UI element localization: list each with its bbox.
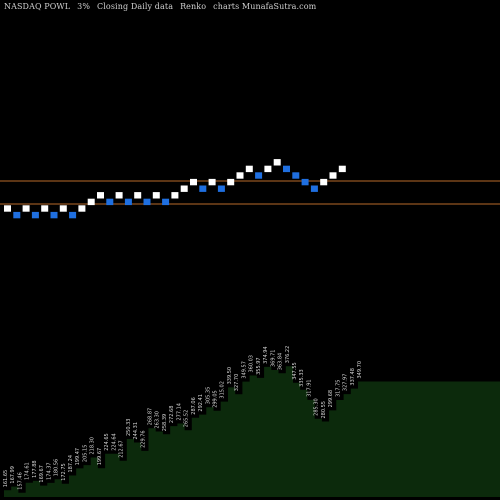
source-label: charts MunafaSutra.com — [213, 2, 317, 11]
price-label: 272.68 — [169, 406, 175, 424]
price-label: 265.52 — [184, 410, 190, 428]
renko-brick-down — [13, 211, 21, 219]
price-label: 174.61 — [25, 462, 31, 480]
renko-brick-up — [236, 172, 244, 179]
renko-brick-down — [301, 178, 309, 186]
renko-brick-down — [106, 198, 114, 206]
renko-brick-up — [152, 192, 160, 199]
reference-lines — [0, 180, 500, 205]
price-label: 327.70 — [234, 374, 240, 392]
price-label: 317.75 — [335, 380, 341, 398]
price-label: 205.15 — [83, 445, 89, 463]
price-label: 360.03 — [249, 355, 255, 373]
renko-brick-down — [310, 185, 318, 192]
renko-brick-up — [171, 192, 179, 199]
price-area-fill — [4, 366, 500, 497]
renko-brick-down — [162, 198, 170, 206]
price-label: 376.22 — [285, 346, 291, 364]
price-label: 355.97 — [256, 357, 262, 375]
renko-brick-up — [87, 198, 95, 206]
renko-brick-up — [22, 205, 30, 212]
renko-brick-down — [292, 172, 300, 179]
price-label: 180.56 — [54, 459, 60, 477]
renko-bricks — [4, 159, 346, 219]
price-label: 374.94 — [263, 346, 269, 364]
renko-brick-down — [31, 211, 39, 219]
renko-brick-up — [245, 165, 253, 173]
price-label: 305.35 — [205, 387, 211, 405]
price-label: 285.30 — [314, 398, 320, 416]
price-label: 263.30 — [155, 411, 161, 429]
price-label: 292.41 — [198, 394, 204, 412]
renko-brick-up — [115, 192, 123, 199]
price-label: 167.99 — [10, 466, 16, 484]
price-label: 177.88 — [32, 460, 38, 478]
ticker-label: NASDAQ POWL — [4, 2, 71, 11]
renko-brick-up — [320, 178, 328, 186]
price-label: 224.65 — [104, 433, 110, 451]
renko-brick-up — [264, 165, 272, 173]
price-label: 169.67 — [39, 465, 45, 483]
price-label: 347.55 — [292, 362, 298, 380]
price-label: 335.33 — [299, 369, 305, 387]
price-label: 258.39 — [162, 414, 168, 432]
price-label: 187.24 — [68, 455, 74, 473]
renko-brick-down — [217, 185, 225, 192]
renko-brick-down — [199, 185, 207, 192]
price-label: 244.31 — [133, 422, 139, 440]
price-label: 327.97 — [343, 374, 349, 392]
renko-brick-down — [124, 198, 132, 206]
renko-brick-down — [143, 198, 151, 206]
price-label: 363.84 — [278, 353, 284, 371]
price-label: 277.14 — [176, 403, 182, 421]
box-size-label: 3% — [77, 2, 91, 11]
renko-brick-up — [227, 178, 235, 186]
price-label: 317.91 — [306, 379, 312, 397]
price-label: 337.48 — [350, 368, 356, 386]
price-label: 218.30 — [90, 437, 96, 455]
price-label: 268.87 — [148, 408, 154, 426]
price-label: 250.33 — [126, 419, 132, 437]
renko-brick-up — [190, 178, 197, 186]
renko-brick-down — [69, 211, 77, 219]
price-label: 199.67 — [97, 448, 103, 466]
renko-brick-up — [338, 165, 346, 173]
price-label: 299.68 — [328, 390, 334, 408]
price-label: 339.50 — [227, 367, 233, 385]
price-label: 287.06 — [191, 397, 197, 415]
renko-brick-up — [97, 192, 104, 199]
price-label: 161.65 — [3, 470, 9, 488]
renko-brick-up — [134, 192, 142, 199]
renko-brick-up — [208, 178, 216, 186]
renko-brick-up — [78, 205, 86, 212]
price-label: 369.71 — [270, 350, 276, 368]
renko-brick-up — [59, 205, 67, 212]
price-label: 299.05 — [213, 390, 219, 408]
renko-brick-up — [4, 205, 11, 212]
renko-brick-down — [255, 172, 263, 179]
price-label: 212.67 — [119, 440, 125, 458]
renko-brick-up — [41, 205, 49, 212]
price-label: 199.47 — [75, 448, 81, 466]
price-label: 157.46 — [17, 472, 23, 490]
renko-brick-up — [180, 185, 188, 192]
price-label: 349.70 — [357, 361, 363, 379]
basis-label: Closing Daily data — [97, 2, 174, 11]
price-label: 315.02 — [220, 381, 226, 399]
renko-brick-down — [50, 211, 58, 219]
renko-brick-up — [329, 172, 337, 179]
price-label: 280.55 — [321, 401, 327, 419]
price-label: 349.57 — [241, 361, 247, 379]
price-label: 224.64 — [111, 433, 117, 451]
chart-header: NASDAQ POWL 3% Closing Daily data Renko char… — [4, 2, 323, 11]
renko-brick-up — [273, 159, 281, 166]
renko-brick-down — [283, 165, 290, 173]
price-label: 174.37 — [46, 462, 52, 480]
price-label: 229.76 — [140, 430, 146, 448]
chart-kind-label: Renko — [180, 2, 207, 11]
price-label: 172.75 — [61, 463, 67, 481]
price-area — [4, 366, 500, 497]
